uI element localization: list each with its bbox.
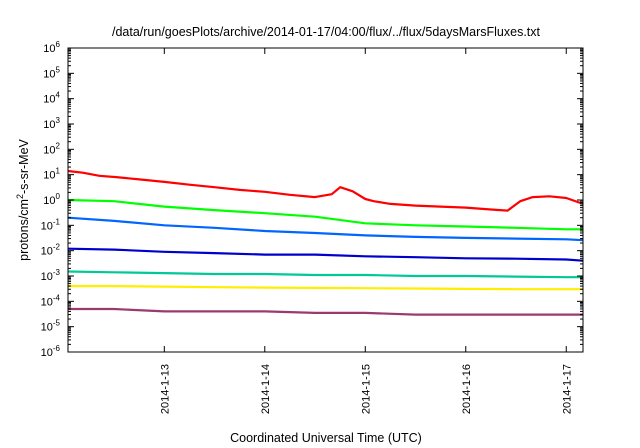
series-layer	[67, 169, 584, 316]
series-line-1	[67, 169, 584, 212]
series-line-5	[67, 270, 583, 279]
y-tick-label: 10-4	[41, 293, 61, 308]
y-tick-label: 10-2	[41, 243, 61, 258]
y-tick-label: 106	[43, 40, 60, 55]
y-tick-label: 102	[43, 141, 60, 156]
series-line-3	[67, 216, 584, 242]
y-axis: 10-6 10-5 10-4 10-3 10-2 10-1 100 101 102 103 104 1…	[41, 40, 583, 359]
x-axis: 2014-1-13 2014-1-14 2014-1-15 2014-1-16 2014…	[159, 48, 573, 414]
y-tick-label: 105	[43, 65, 60, 80]
y-tick-label: 10-1	[41, 217, 61, 232]
x-tick-label: 2014-1-13	[159, 364, 171, 414]
plot-frame	[67, 47, 584, 353]
y-tick-label: 103	[43, 116, 60, 131]
chart-title: /data/run/goesPlots/archive/2014-01-17/0…	[112, 25, 541, 39]
series-line-6	[68, 285, 583, 291]
x-tick-label: 2014-1-15	[360, 364, 372, 414]
x-tick-label: 2014-1-17	[561, 364, 573, 414]
y-tick-label: 104	[43, 91, 60, 106]
y-tick-label: 101	[43, 167, 60, 182]
y-axis-label: protons/cm2-s-sr-MeV	[15, 138, 31, 260]
x-tick-label: 2014-1-16	[461, 364, 473, 414]
y-tick-label: 100	[43, 192, 60, 207]
y-tick-label: 10-3	[41, 268, 61, 283]
series-line-7	[68, 307, 583, 316]
series-line-2	[67, 198, 583, 231]
series-line-4	[67, 247, 584, 262]
y-tick-label: 10-6	[41, 344, 61, 359]
x-tick-label: 2014-1-14	[260, 364, 272, 414]
y-tick-label: 10-5	[41, 319, 61, 334]
x-axis-label: Coordinated Universal Time (UTC)	[230, 431, 422, 445]
